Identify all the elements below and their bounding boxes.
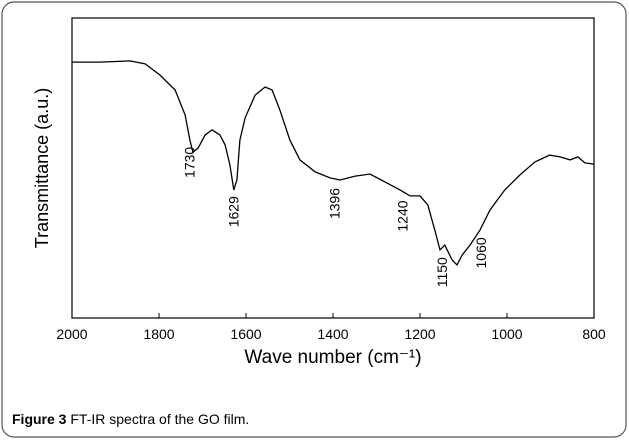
x-tick-label: 1600 [230,326,261,342]
peak-label: 1240 [395,200,411,231]
spectrum-line [72,60,595,266]
x-axis-label: Wave number (cm⁻¹) [244,347,421,368]
x-tick-label: 2000 [56,326,87,342]
peak-label: 1060 [473,237,489,268]
caption: Figure 3 FT-IR spectra of the GO film. [12,411,249,427]
x-tick-label: 1200 [404,326,435,342]
peak-label: 1396 [327,188,343,219]
caption-text: FT-IR spectra of the GO film. [70,411,249,427]
x-tick-label: 1400 [317,326,348,342]
peak-label: 1150 [434,257,450,287]
x-tick-label: 1000 [491,326,522,342]
peak-label: 1629 [225,196,241,227]
caption-label: Figure 3 [12,411,67,427]
x-tick-label: 800 [582,326,606,342]
x-tick-label: 1800 [143,326,174,342]
peak-label: 1730 [181,147,197,178]
y-axis-label: Transmittance (a.u.) [32,88,52,248]
